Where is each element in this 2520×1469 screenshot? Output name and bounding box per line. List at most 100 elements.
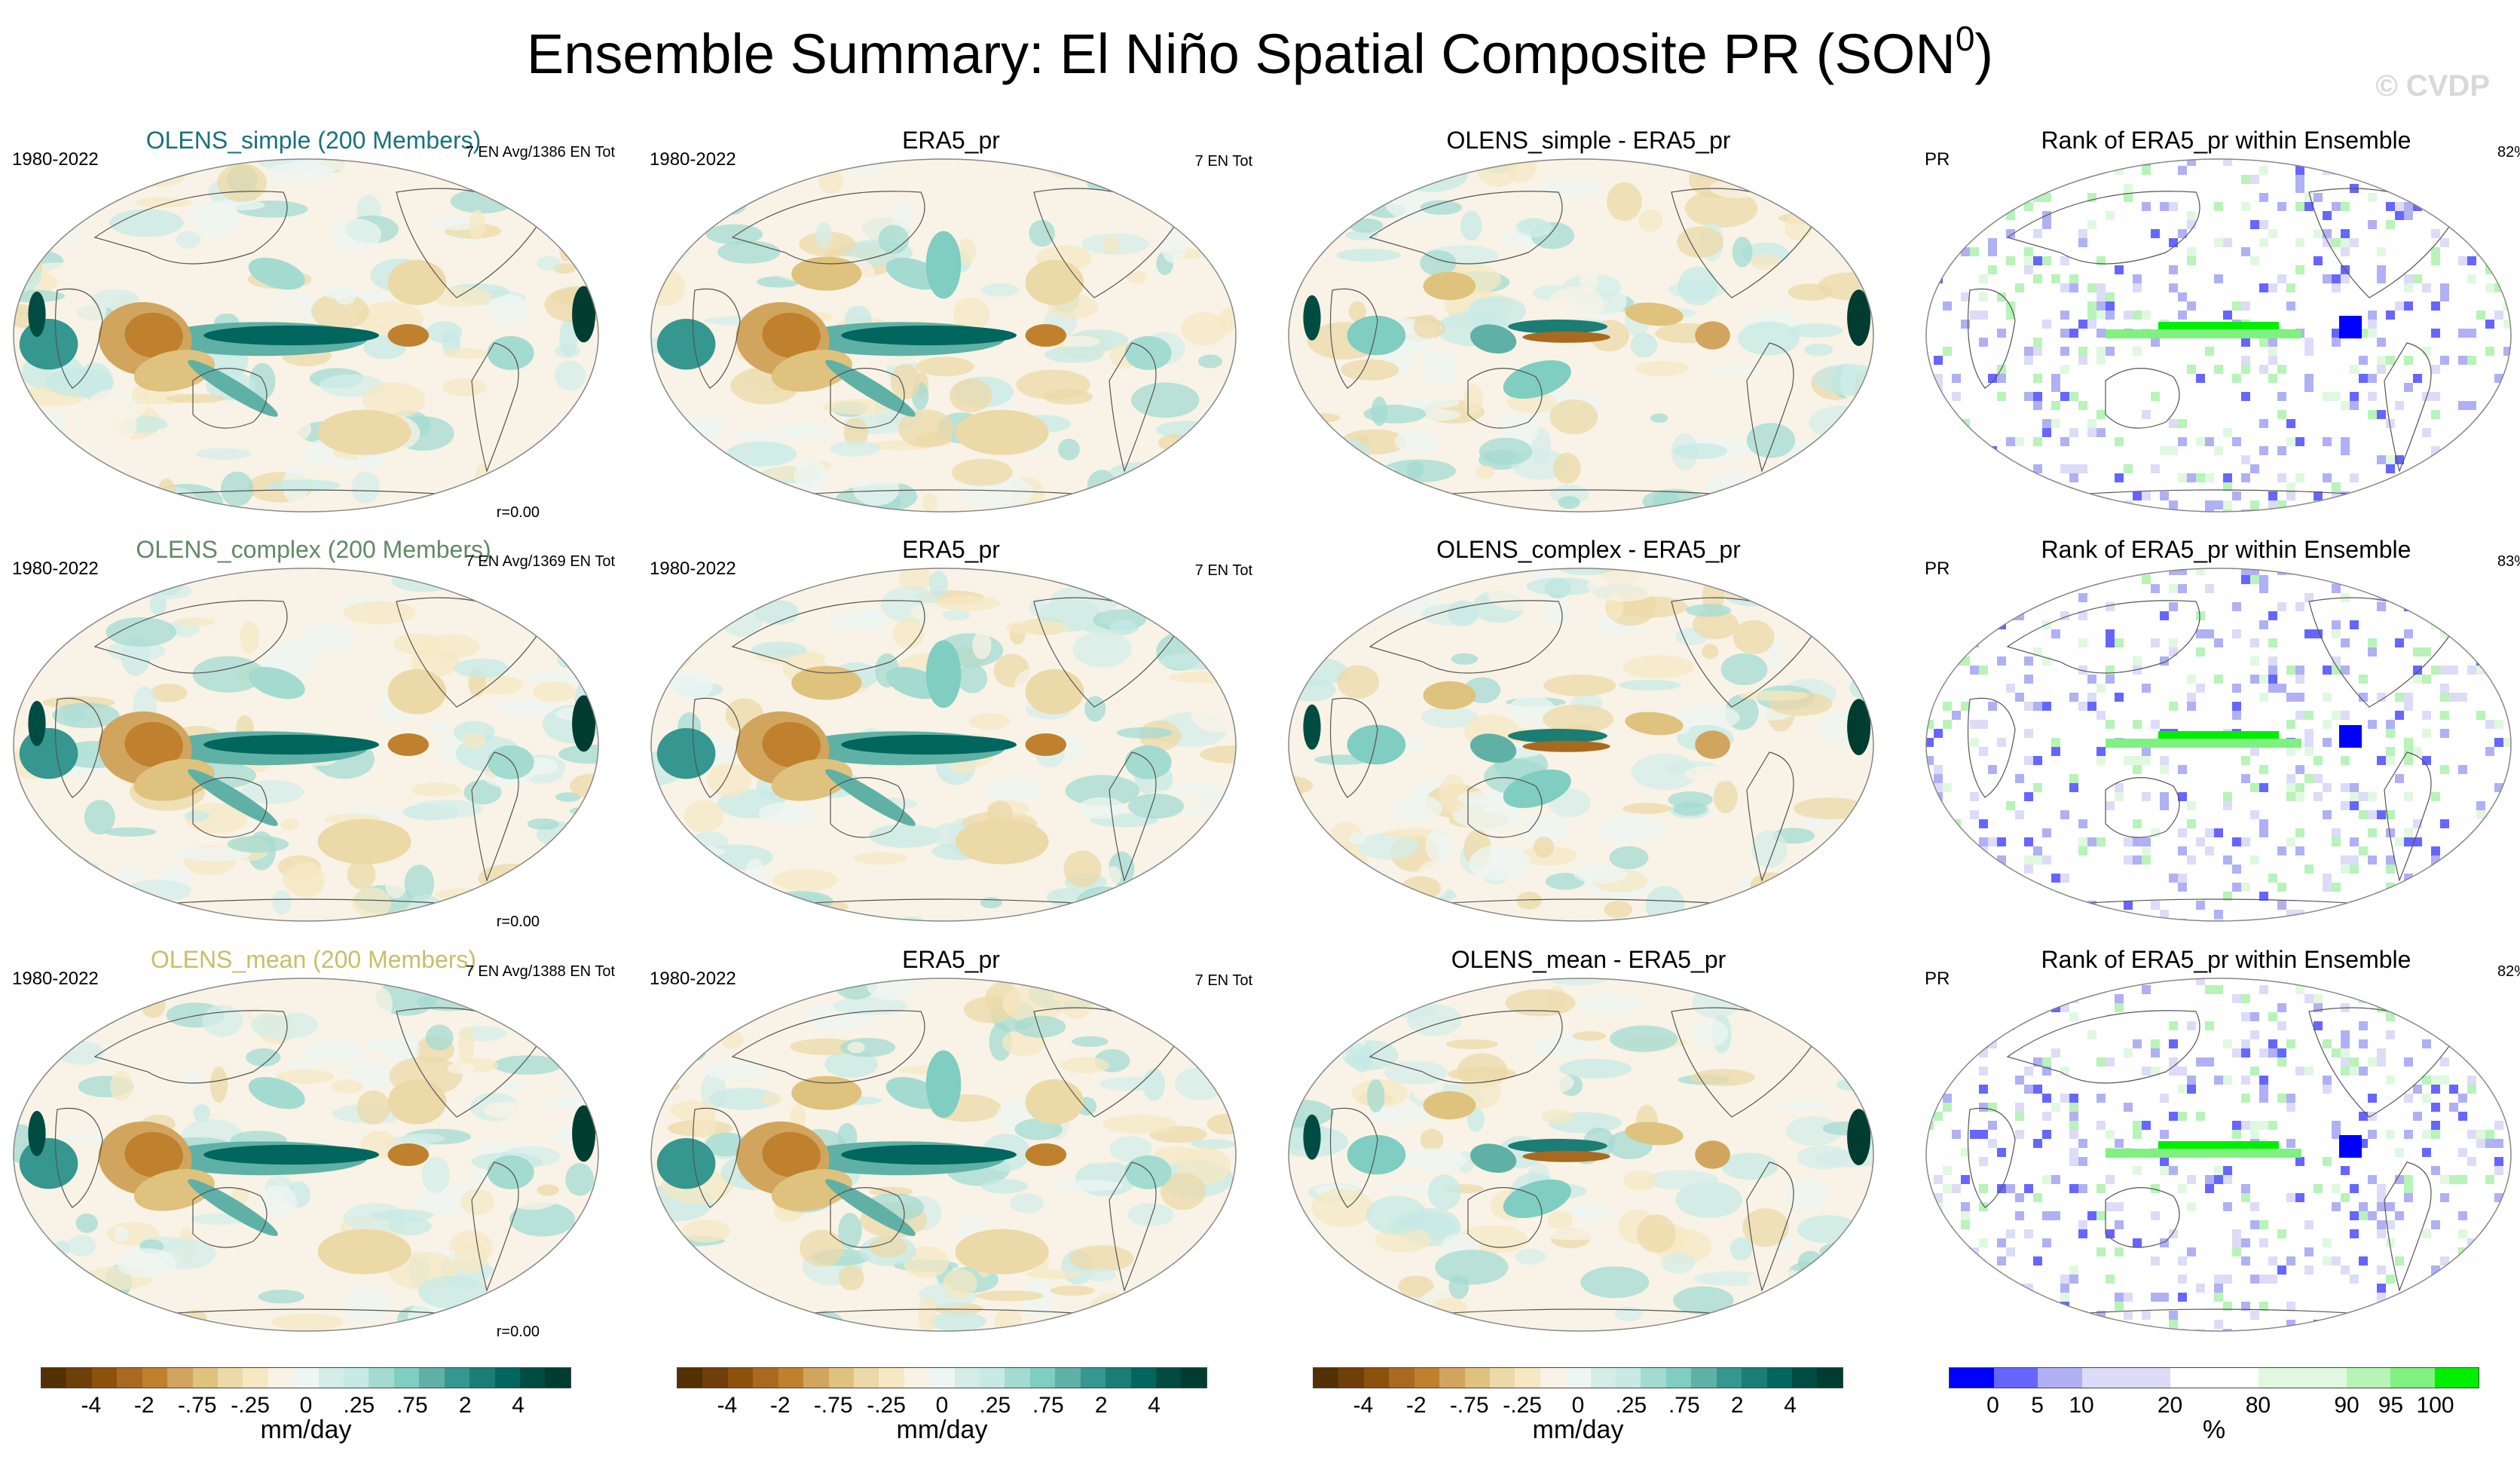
colorbar-swatch	[1338, 1368, 1364, 1388]
panel-title: ERA5_pr	[902, 536, 1000, 563]
panel-left-label: 1980-2022	[12, 149, 99, 170]
panel-left-label: 1980-2022	[12, 559, 99, 579]
colorbar-swatch	[91, 1368, 118, 1388]
colorbar-ticks-rank: 0 5 10 20 80 90 95 100	[1949, 1394, 2479, 1420]
colorbar-swatch	[444, 1368, 470, 1388]
colorbar-swatch	[1439, 1368, 1465, 1388]
colorbar-precip-3	[1313, 1367, 1843, 1388]
colorbar-swatch	[2214, 1368, 2259, 1388]
robinson-map	[650, 568, 1237, 922]
colorbar-swatch	[1181, 1368, 1206, 1388]
colorbar-tick-label: .25	[1615, 1393, 1647, 1418]
panel-right-label: 82%	[2497, 144, 2520, 161]
colorbar-swatch	[2346, 1368, 2390, 1388]
robinson-map	[1288, 978, 1874, 1332]
panel-title: OLENS_simple (200 Members)	[145, 127, 482, 154]
correlation-label: r=0.00	[496, 914, 540, 930]
colorbar-swatch	[904, 1368, 930, 1388]
colorbar-tick-label: 2	[1094, 1393, 1108, 1418]
colorbar-swatch	[929, 1368, 955, 1388]
panel-title: OLENS_mean - ERA5_pr	[1451, 946, 1726, 973]
map-border	[650, 978, 1237, 1332]
colorbar-swatch	[2258, 1368, 2302, 1388]
panel-right-label: 7 EN Tot	[1194, 153, 1252, 170]
panel-left-label: PR	[1925, 969, 1950, 989]
colorbar-tick-label: -4	[717, 1393, 738, 1418]
map-panel-r2-c2: ERA5_pr 1980-2022 7 EN Tot	[650, 536, 1252, 922]
colorbar-swatch	[1616, 1368, 1641, 1388]
map-panel-r3-c4: Rank of ERA5_pr within Ensemble PR 82%	[1925, 946, 2520, 1332]
colorbar-swatch	[1389, 1368, 1414, 1388]
colorbar-swatch	[2038, 1368, 2082, 1388]
colorbar-swatch	[1716, 1368, 1742, 1388]
colorbar-swatch	[268, 1368, 294, 1388]
colorbar-swatch	[167, 1368, 193, 1388]
panel-right-label: 7 EN Avg/1388 EN Tot	[465, 963, 615, 980]
colorbar-tick-label: 2	[1730, 1393, 1744, 1418]
map-border	[13, 568, 599, 922]
colorbar-swatch	[1792, 1368, 1818, 1388]
correlation-label: r=0.00	[496, 504, 540, 521]
colorbar-tick-label: 10	[2069, 1393, 2094, 1418]
colorbar-tick-label: 5	[2031, 1393, 2044, 1418]
colorbar-swatch	[1691, 1368, 1717, 1388]
panel-title: OLENS_complex (200 Members)	[136, 536, 491, 563]
title-main: Ensemble Summary: El Niño Spatial Compos…	[526, 23, 1956, 85]
colorbar-swatch	[778, 1368, 804, 1388]
colorbar-swatch	[1464, 1368, 1490, 1388]
panel-left-label: 1980-2022	[650, 149, 736, 170]
colorbar-tick-label: 2	[458, 1393, 472, 1418]
panel-left-label: 1980-2022	[650, 559, 736, 579]
robinson-map	[650, 978, 1237, 1332]
colorbar-tick-label: 0	[935, 1393, 949, 1418]
colorbar-swatch	[41, 1368, 67, 1388]
robinson-map	[1925, 568, 2512, 922]
colorbar-tick-label: -.75	[177, 1393, 217, 1418]
colorbar-swatch	[2390, 1368, 2435, 1388]
colorbar-swatch	[879, 1368, 904, 1388]
colorbar-swatch	[520, 1368, 546, 1388]
cvdp-watermark: © CVDP	[2375, 69, 2490, 103]
panel-right-label: 82%	[2497, 963, 2520, 980]
map-panel-r1-c1: OLENS_simple (200 Members) 1980-2022 7 EN …	[12, 127, 615, 520]
figure-title: Ensemble Summary: El Niño Spatial Compos…	[0, 21, 2520, 82]
colorbar-swatch	[217, 1368, 243, 1388]
colorbar-swatch	[243, 1368, 268, 1388]
panel-title: Rank of ERA5_pr within Ensemble	[2041, 946, 2411, 973]
colorbar-tick-label: -.75	[813, 1393, 853, 1418]
colorbar-tick-label: 4	[1148, 1393, 1161, 1418]
map-border	[650, 568, 1237, 922]
colorbar-tick-label: 0	[1571, 1393, 1585, 1418]
map-border	[1288, 158, 1874, 513]
colorbar-swatch	[1540, 1368, 1566, 1388]
colorbar-swatch	[369, 1368, 394, 1388]
colorbar-tick-label: .75	[1668, 1393, 1700, 1418]
colorbar-units-3: mm/day	[1532, 1415, 1624, 1444]
panel-right-label: 7 EN Tot	[1194, 562, 1252, 579]
colorbar-swatch	[494, 1368, 521, 1388]
colorbar-units-1: mm/day	[260, 1415, 352, 1444]
colorbar-units-rank: %	[2202, 1415, 2226, 1444]
colorbar-swatch	[117, 1368, 142, 1388]
colorbar-tick-label: -.25	[1503, 1393, 1542, 1418]
colorbar-tick-label: 90	[2334, 1393, 2359, 1418]
colorbar-swatch	[2126, 1368, 2170, 1388]
colorbar-swatch	[142, 1368, 168, 1388]
colorbar-tick-label: -2	[1405, 1393, 1427, 1418]
colorbar-tick-label: .75	[396, 1393, 428, 1418]
colorbar-swatch	[419, 1368, 445, 1388]
colorbar-units-2: mm/day	[896, 1415, 988, 1444]
colorbar-tick-label: 4	[512, 1393, 524, 1418]
panel-left-label: PR	[1925, 559, 1950, 579]
robinson-map	[1925, 158, 2512, 513]
colorbar-tick-label: -2	[769, 1393, 791, 1418]
colorbar-swatch	[1817, 1368, 1843, 1388]
panel-left-label: PR	[1925, 149, 1950, 170]
colorbar-swatch	[1414, 1368, 1440, 1388]
robinson-map	[13, 568, 599, 922]
colorbar-swatch	[1080, 1368, 1106, 1388]
map-border	[1925, 568, 2512, 922]
colorbar-swatch	[469, 1368, 495, 1388]
colorbar-swatch	[344, 1368, 369, 1388]
colorbar-swatch	[2081, 1368, 2126, 1388]
